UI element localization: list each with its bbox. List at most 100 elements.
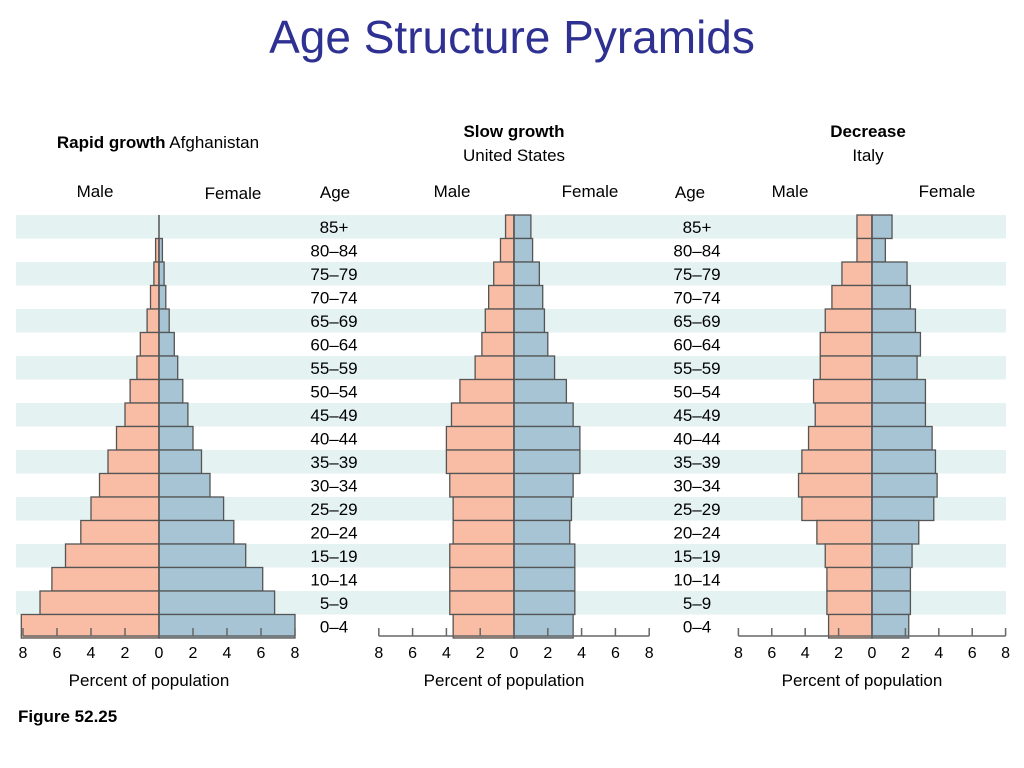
male-bar	[459, 378, 515, 404]
female-bar	[871, 472, 938, 498]
male-bar	[80, 519, 160, 545]
male-bar	[445, 449, 515, 475]
male-bar	[826, 566, 873, 592]
chart-title-bold: Rapid growth	[57, 133, 166, 152]
female-bar	[513, 355, 556, 381]
age-group-label: 10–14	[673, 570, 720, 589]
male-bar	[449, 566, 515, 592]
female-bar	[158, 449, 203, 475]
x-tick-label: 2	[543, 645, 552, 662]
female-bar	[158, 355, 179, 381]
male-bar	[136, 355, 160, 381]
female-bar	[513, 472, 574, 498]
male-bar	[20, 613, 160, 639]
age-group-label: 0–4	[320, 617, 348, 636]
age-group-label: 30–34	[310, 476, 357, 495]
chart-title-country: Italy	[852, 146, 884, 165]
male-bar	[824, 543, 873, 569]
female-bar	[871, 378, 927, 404]
male-bar	[826, 590, 873, 616]
age-column-2: Age 85+ 80–84 75–79 70–74 65–69 60–64 55–59 50–5…	[673, 183, 720, 636]
male-bar	[499, 237, 515, 263]
male-bar	[450, 402, 515, 428]
x-tick-label: 6	[53, 645, 62, 662]
age-group-label: 20–24	[310, 523, 357, 542]
female-label: Female	[919, 182, 976, 201]
x-tick-label: 6	[767, 645, 776, 662]
age-group-label: 75–79	[310, 265, 357, 284]
age-group-label: 85+	[683, 218, 712, 237]
male-bar	[827, 613, 873, 639]
age-group-label: 80–84	[673, 241, 720, 260]
female-bar	[158, 261, 165, 287]
chart-title-bold: Slow growth	[463, 122, 564, 141]
x-tick-label: 6	[968, 645, 977, 662]
female-bar	[513, 402, 574, 428]
female-bar	[871, 425, 933, 451]
male-bar	[64, 543, 160, 569]
female-bar	[158, 402, 189, 428]
male-bar	[801, 496, 873, 522]
x-tick-label: 6	[611, 645, 620, 662]
chart-title-bold: Decrease	[830, 122, 906, 141]
x-tick-label: 6	[257, 645, 266, 662]
age-group-label: 40–44	[673, 429, 720, 448]
female-bar	[871, 214, 893, 240]
age-group-label: 0–4	[683, 617, 711, 636]
x-tick-label: 4	[934, 645, 943, 662]
male-bar	[98, 472, 160, 498]
age-group-label: 60–64	[673, 335, 720, 354]
female-bar	[158, 496, 225, 522]
x-tick-label: 0	[510, 645, 519, 662]
female-bar	[871, 590, 912, 616]
female-bar	[513, 590, 576, 616]
pyramid-chart-1: Rapid growth Afghanistan Male Female 8 6 4 2 0 2…	[19, 133, 300, 690]
male-bar	[487, 284, 515, 310]
male-bar	[819, 331, 873, 357]
age-group-label: 80–84	[310, 241, 357, 260]
chart-title-country: Afghanistan	[166, 133, 260, 152]
female-bar	[513, 284, 544, 310]
age-group-label: 5–9	[683, 594, 711, 613]
male-bar	[449, 590, 515, 616]
age-group-label: 35–39	[310, 453, 357, 472]
x-tick-label: 2	[189, 645, 198, 662]
female-bar	[513, 425, 581, 451]
age-group-label: 25–29	[673, 500, 720, 519]
x-tick-label: 4	[577, 645, 586, 662]
age-group-label: 50–54	[673, 382, 720, 401]
age-group-label: 65–69	[310, 312, 357, 331]
chart-title: Rapid growth Afghanistan	[57, 133, 259, 152]
female-bar	[513, 449, 581, 475]
female-bar	[513, 613, 574, 639]
male-bar	[816, 519, 873, 545]
male-bar	[139, 331, 160, 357]
slide-title: Age Structure Pyramids	[269, 11, 755, 63]
male-bar	[484, 308, 515, 334]
male-bar	[124, 402, 160, 428]
male-bar	[493, 261, 515, 287]
female-bar	[871, 543, 913, 569]
x-ticks: 8 6 4 2 0 2 4 6 8	[734, 628, 1010, 662]
female-bar	[158, 331, 175, 357]
male-bar	[807, 425, 873, 451]
age-group-label: 5–9	[320, 594, 348, 613]
age-group-label: 45–49	[310, 406, 357, 425]
female-bar	[158, 519, 235, 545]
age-group-label: 45–49	[673, 406, 720, 425]
x-tick-label: 8	[1001, 645, 1010, 662]
age-group-label: 35–39	[673, 453, 720, 472]
female-bar	[158, 378, 184, 404]
age-header: Age	[320, 183, 350, 202]
x-tick-label: 4	[801, 645, 810, 662]
x-axis-title: Percent of population	[782, 671, 943, 690]
female-bar	[158, 308, 170, 334]
age-group-label: 15–19	[673, 547, 720, 566]
figure-label: Figure 52.25	[18, 707, 118, 726]
x-tick-label: 8	[734, 645, 743, 662]
male-bar	[452, 613, 515, 639]
female-bar	[158, 543, 247, 569]
x-ticks: 8 6 4 2 0 2 4 6 8	[374, 628, 654, 662]
female-bar	[158, 566, 264, 592]
male-bar	[153, 261, 160, 287]
